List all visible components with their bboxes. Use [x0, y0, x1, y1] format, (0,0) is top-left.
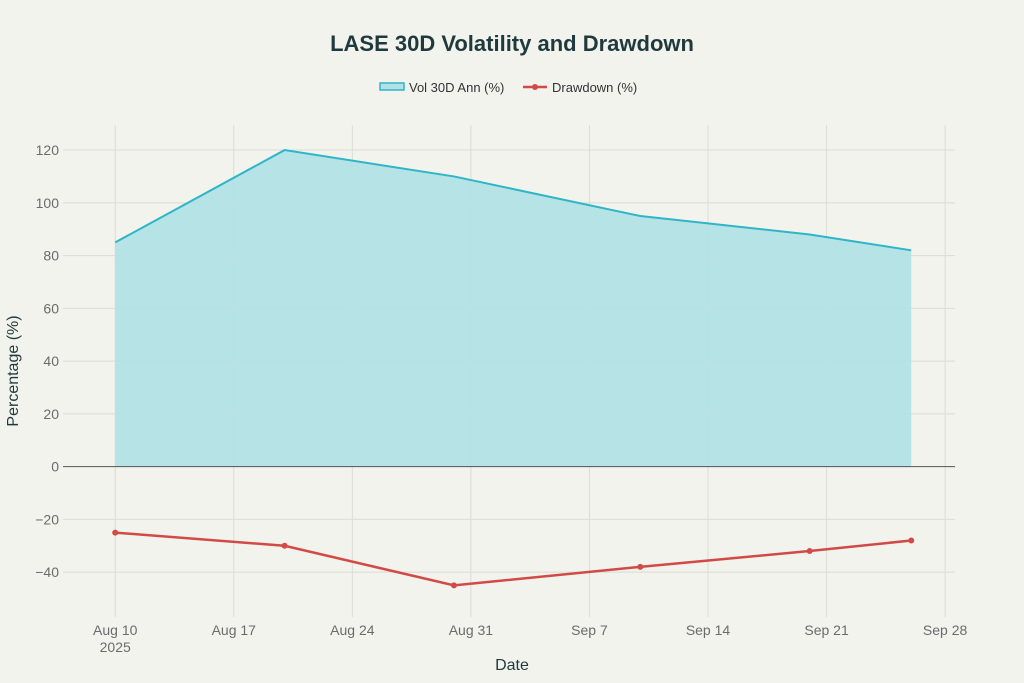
y-tick-label: 20 — [43, 406, 59, 422]
x-axis-label: Date — [495, 657, 529, 674]
y-tick-label: 80 — [43, 248, 59, 264]
x-tick-label: Sep 21 — [804, 622, 849, 638]
y-tick-label: −20 — [35, 511, 59, 527]
drawdown-point — [908, 537, 915, 544]
legend: Vol 30D Ann (%) Drawdown (%) — [379, 80, 637, 95]
drawdown-point — [281, 542, 288, 549]
vol-area — [115, 150, 912, 467]
y-tick-label: 0 — [51, 459, 59, 475]
drawdown-point — [450, 582, 457, 589]
y-tick-label: 100 — [36, 195, 60, 211]
y-tick-label: 120 — [36, 142, 60, 158]
vol-line — [114, 149, 912, 252]
legend-label-vol: Vol 30D Ann (%) — [409, 80, 504, 95]
x-tick-label: Aug 24 — [330, 622, 375, 638]
drawdown-point — [806, 548, 813, 555]
x-tick-label: Aug 10 — [93, 622, 138, 638]
chart-title: LASE 30D Volatility and Drawdown — [330, 31, 694, 56]
legend-swatch-vol — [379, 82, 405, 91]
y-tick-label: 40 — [43, 353, 59, 369]
x-tick-label: Aug 31 — [449, 622, 494, 638]
x-tick-label: Aug 17 — [212, 622, 257, 638]
plot-area — [63, 149, 955, 589]
legend-marker-drawdown — [532, 84, 538, 90]
x-tick-label: Sep 28 — [923, 622, 968, 638]
x-tick-sublabel: 2025 — [100, 639, 131, 655]
y-tick-label: 60 — [43, 300, 59, 316]
drawdown-line — [115, 531, 912, 587]
drawdown-point — [637, 563, 644, 570]
drawdown-point — [112, 529, 119, 536]
x-tick-label: Sep 14 — [686, 622, 731, 638]
ticks: −40 −20 0 20 40 60 80 100 120 Aug 10 Aug 17 Aug 24 A… — [35, 142, 967, 655]
y-tick-label: −40 — [35, 564, 59, 580]
x-tick-label: Sep 7 — [571, 622, 608, 638]
legend-label-drawdown: Drawdown (%) — [552, 80, 637, 95]
y-axis-label: Percentage (%) — [5, 315, 22, 426]
